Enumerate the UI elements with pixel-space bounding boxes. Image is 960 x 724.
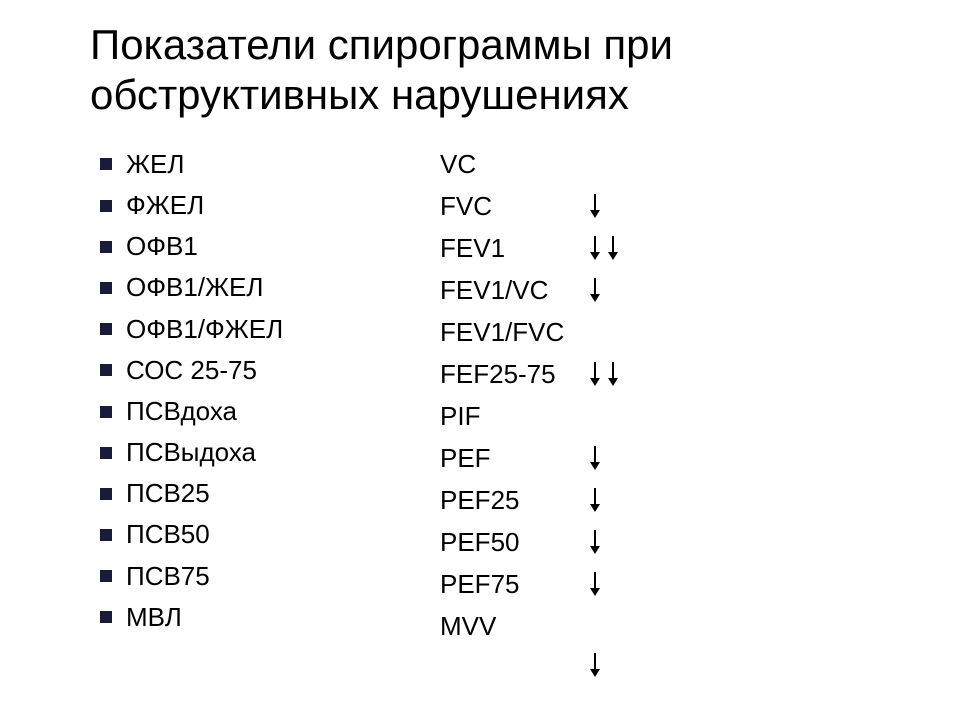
list-item-label: ПСВ50 — [126, 519, 210, 550]
right-row-label: PEF50 — [440, 527, 590, 558]
right-row: MVV — [440, 611, 780, 642]
right-row-label: PIF — [440, 401, 590, 432]
list-item: ПСВдоха — [100, 396, 400, 427]
arrow-down-icon — [590, 236, 600, 260]
arrow-group — [590, 194, 600, 218]
arrow-down-icon — [608, 362, 618, 386]
right-row: PEF — [440, 443, 780, 474]
arrow-down-icon — [590, 446, 600, 470]
right-row: PEF25 — [440, 485, 780, 516]
right-row-label: FVC — [440, 191, 590, 222]
arrow-down-icon — [590, 530, 600, 554]
list-item-label: ФЖЕЛ — [126, 190, 204, 221]
trailing-arrow-row — [440, 653, 780, 684]
right-row-label: FEV1/FVC — [440, 317, 590, 348]
bullet-icon — [100, 447, 112, 459]
list-item: СОС 25-75 — [100, 355, 400, 386]
right-row: FVC — [440, 191, 780, 222]
list-item-label: ПСВ25 — [126, 478, 210, 509]
bullet-icon — [100, 241, 112, 253]
list-item-label: СОС 25-75 — [126, 355, 257, 386]
bullet-icon — [100, 200, 112, 212]
columns: ЖЕЛ ФЖЕЛ ОФВ1 ОФВ1/ЖЕЛ ОФВ1/ФЖЕЛ СОС 25-75 ПСВ… — [100, 149, 920, 684]
arrow-down-icon — [590, 362, 600, 386]
list-item-label: ОФВ1 — [126, 231, 198, 262]
right-row: PEF75 — [440, 569, 780, 600]
arrow-down-icon — [608, 236, 618, 260]
list-item-label: ПСВ75 — [126, 561, 210, 592]
slide: Показатели спирограммы при обструктивных… — [0, 0, 960, 724]
right-row: PIF — [440, 401, 780, 432]
arrow-group — [590, 446, 600, 470]
list-item-label: ПСВдоха — [126, 396, 237, 427]
list-item: ЖЕЛ — [100, 149, 400, 180]
arrow-group — [590, 362, 618, 386]
right-row-label: VC — [440, 149, 590, 180]
bullet-icon — [100, 323, 112, 335]
right-row-label: PEF25 — [440, 485, 590, 516]
arrow-group — [590, 488, 600, 512]
list-item: ОФВ1 — [100, 231, 400, 262]
right-row-label: PEF75 — [440, 569, 590, 600]
right-row: FEV1 — [440, 233, 780, 264]
bullet-icon — [100, 364, 112, 376]
bullet-icon — [100, 282, 112, 294]
arrow-down-icon — [590, 278, 600, 302]
bullet-icon — [100, 570, 112, 582]
bullet-icon — [100, 611, 112, 623]
list-item: ПСВ50 — [100, 519, 400, 550]
list-item: ПСВыдоха — [100, 437, 400, 468]
right-row: FEF25-75 — [440, 359, 780, 390]
right-row-label: FEV1 — [440, 233, 590, 264]
list-item: ОФВ1/ЖЕЛ — [100, 272, 400, 303]
left-column: ЖЕЛ ФЖЕЛ ОФВ1 ОФВ1/ЖЕЛ ОФВ1/ФЖЕЛ СОС 25-75 ПСВ… — [100, 149, 400, 684]
list-item: ФЖЕЛ — [100, 190, 400, 221]
list-item: ПСВ25 — [100, 478, 400, 509]
list-item-label: ОФВ1/ЖЕЛ — [126, 272, 263, 303]
arrow-down-icon — [590, 488, 600, 512]
arrow-down-icon — [590, 572, 600, 596]
list-item: ПСВ75 — [100, 561, 400, 592]
arrow-group — [590, 236, 618, 260]
list-item-label: ПСВыдоха — [126, 437, 256, 468]
right-row-label: FEF25-75 — [440, 359, 590, 390]
right-column: VC FVC FEV1 FEV1/VC FEV1/FVC FEF25-75 PIF PEF PE… — [440, 149, 780, 684]
right-row-label: FEV1/VC — [440, 275, 590, 306]
bullet-icon — [100, 158, 112, 170]
arrow-down-icon — [590, 653, 600, 677]
right-row: PEF50 — [440, 527, 780, 558]
list-item: МВЛ — [100, 602, 400, 633]
arrow-down-icon — [590, 194, 600, 218]
bullet-icon — [100, 488, 112, 500]
right-row-label: MVV — [440, 611, 590, 642]
slide-title: Показатели спирограммы при обструктивных… — [90, 20, 920, 121]
list-item-label: ОФВ1/ФЖЕЛ — [126, 314, 283, 345]
bullet-icon — [100, 406, 112, 418]
bullet-icon — [100, 529, 112, 541]
right-row: VC — [440, 149, 780, 180]
arrow-group — [590, 572, 600, 596]
arrow-group — [590, 530, 600, 554]
list-item: ОФВ1/ФЖЕЛ — [100, 314, 400, 345]
right-row-label: PEF — [440, 443, 590, 474]
arrow-group — [590, 653, 600, 677]
arrow-group — [590, 278, 600, 302]
right-row: FEV1/VC — [440, 275, 780, 306]
list-item-label: МВЛ — [126, 602, 182, 633]
list-item-label: ЖЕЛ — [126, 149, 184, 180]
right-row: FEV1/FVC — [440, 317, 780, 348]
